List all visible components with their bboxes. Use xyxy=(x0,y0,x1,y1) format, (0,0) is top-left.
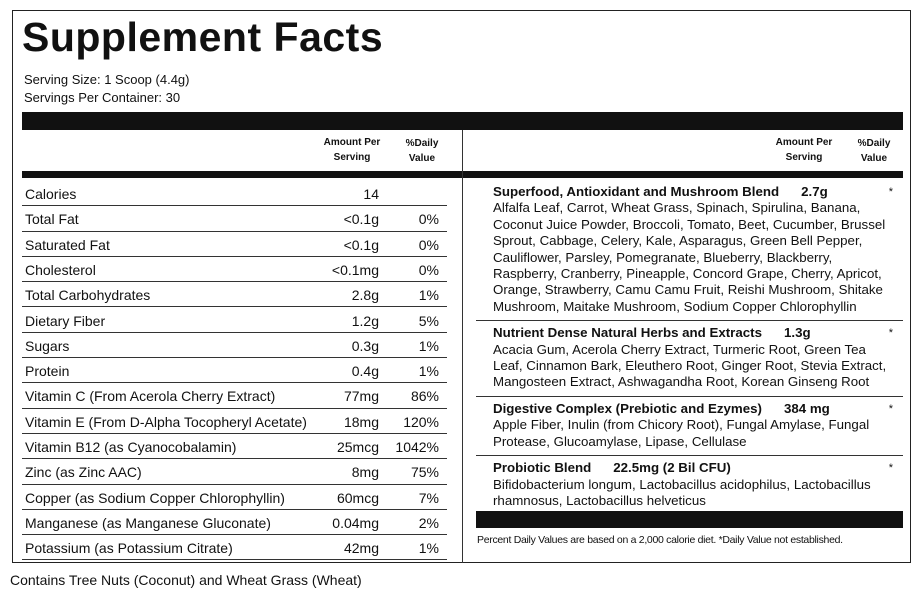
nutrient-amount: 14 xyxy=(363,186,379,202)
footnote: Percent Daily Values are based on a 2,00… xyxy=(477,534,843,546)
column-header: %Daily Value xyxy=(857,138,891,164)
blend-name: Digestive Complex (Prebiotic and Ezymes) xyxy=(493,400,762,416)
column-header: %Daily Value xyxy=(405,138,439,164)
nutrient-dv: 1% xyxy=(418,540,439,557)
nutrient-amount: 18mg xyxy=(343,413,379,430)
nutrient-dv: 0% xyxy=(418,211,439,228)
nutrient-dv: 75% xyxy=(410,464,439,481)
column-header: Amount Per Serving xyxy=(323,137,381,163)
nutrient-amount: 0.3g xyxy=(351,337,379,354)
nutrient-row: Total Fat <0.1g 0% xyxy=(22,206,447,232)
nutrient-dv: 1042% xyxy=(395,439,439,455)
blend-header: Nutrient Dense Natural Herbs and Extract… xyxy=(493,325,887,341)
allergen-statement: Contains Tree Nuts (Coconut) and Wheat G… xyxy=(10,572,362,588)
blend-ingredients: Alfalfa Leaf, Carrot, Wheat Grass, Spina… xyxy=(493,200,886,314)
nutrient-amount: 8mg xyxy=(351,464,379,481)
nutrient-row: Vitamin B12 (as Cyanocobalamin) 25mcg 1042… xyxy=(22,434,447,460)
nutrient-name: Vitamin E (From D-Alpha Tocopheryl Aceta… xyxy=(25,413,307,430)
nutrient-name: Vitamin C (From Acerola Cherry Extract) xyxy=(25,388,276,405)
nutrient-row: Protein 0.4g 1% xyxy=(22,358,447,384)
blend-dv: * xyxy=(888,462,893,475)
nutrient-row: Dietary Fiber 1.2g 5% xyxy=(22,308,447,333)
nutrient-amount: <0.1g xyxy=(343,236,379,253)
nutrient-amount: 2.8g xyxy=(351,287,379,304)
nutrient-dv: 5% xyxy=(418,312,439,329)
nutrient-dv: 7% xyxy=(418,489,439,506)
nutrient-dv: 120% xyxy=(403,413,439,430)
nutrient-dv: 86% xyxy=(410,388,439,405)
nutrient-name: Calories xyxy=(25,186,77,202)
blend-header: Digestive Complex (Prebiotic and Ezymes)… xyxy=(493,401,887,417)
footer-bar xyxy=(476,511,903,528)
blend-table: Superfood, Antioxidant and Mushroom Blen… xyxy=(476,180,903,516)
nutrient-dv: 0% xyxy=(418,236,439,253)
column-divider xyxy=(462,130,463,563)
nutrient-name: Zinc (as Zinc AAC) xyxy=(25,464,142,481)
nutrient-amount: 25mcg xyxy=(336,439,379,455)
nutrient-name: Cholesterol xyxy=(25,261,96,278)
nutrient-row: Vitamin E (From D-Alpha Tocopheryl Aceta… xyxy=(22,409,447,434)
blend-dv: * xyxy=(888,327,893,340)
nutrient-name: Protein xyxy=(25,363,70,380)
blend-header: Superfood, Antioxidant and Mushroom Blen… xyxy=(493,184,887,200)
nutrient-dv: 2% xyxy=(418,514,439,531)
nutrient-amount: 0.04mg xyxy=(332,514,379,531)
serving-size: Serving Size: 1 Scoop (4.4g) xyxy=(24,72,190,87)
nutrient-name: Dietary Fiber xyxy=(25,312,106,329)
nutrient-amount: 42mg xyxy=(343,540,379,557)
blend-amount: 384 mg xyxy=(783,400,830,416)
blend-amount: 2.7g xyxy=(801,184,828,199)
blend: Nutrient Dense Natural Herbs and Extract… xyxy=(476,321,903,397)
blend-ingredients: Apple Fiber, Inulin (from Chicory Root),… xyxy=(493,417,870,449)
nutrient-row: Vitamin C (From Acerola Cherry Extract) 7… xyxy=(22,383,447,409)
nutrient-row: Cholesterol <0.1mg 0% xyxy=(22,257,447,283)
nutrient-row: Calories 14 xyxy=(22,181,447,207)
blend: Probiotic Blend 22.5mg (2 Bil CFU) * Bifido… xyxy=(476,456,903,516)
title: Supplement Facts xyxy=(22,14,384,60)
blend-name: Superfood, Antioxidant and Mushroom Blen… xyxy=(493,184,780,199)
blend-dv: * xyxy=(888,402,893,415)
blend: Digestive Complex (Prebiotic and Ezymes)… xyxy=(476,397,903,457)
nutrient-name: Vitamin B12 (as Cyanocobalamin) xyxy=(25,439,237,455)
nutrient-row: Saturated Fat <0.1g 0% xyxy=(22,232,447,257)
nutrient-name: Copper (as Sodium Copper Chlorophyllin) xyxy=(25,489,285,506)
blend-ingredients: Acacia Gum, Acerola Cherry Extract, Turm… xyxy=(493,341,887,390)
blend-amount: 1.3g xyxy=(783,325,811,341)
nutrient-name: Manganese (as Manganese Gluconate) xyxy=(25,514,271,531)
blend-amount: 22.5mg (2 Bil CFU) xyxy=(613,460,731,476)
nutrient-name: Total Fat xyxy=(25,211,79,228)
servings-per-container: Servings Per Container: 30 xyxy=(24,90,181,105)
nutrient-dv: 1% xyxy=(418,337,439,354)
blend-name: Probiotic Blend xyxy=(493,460,592,476)
nutrient-name: Potassium (as Potassium Citrate) xyxy=(25,540,233,557)
nutrient-dv: 1% xyxy=(418,287,439,304)
nutrient-dv: 0% xyxy=(418,261,439,278)
nutrient-row: Copper (as Sodium Copper Chlorophyllin) 6… xyxy=(22,485,447,510)
nutrient-name: Sugars xyxy=(25,337,70,354)
label-border xyxy=(12,10,911,563)
nutrient-amount: <0.1mg xyxy=(331,261,379,278)
header-bar xyxy=(22,112,903,130)
nutrient-amount: 1.2g xyxy=(351,312,379,329)
nutrient-row: Total Carbohydrates 2.8g 1% xyxy=(22,282,447,308)
blend-ingredients: Bifidobacterium longum, Lactobacillus ac… xyxy=(493,476,871,508)
nutrient-dv: 1% xyxy=(418,363,439,380)
nutrient-row: Zinc (as Zinc AAC) 8mg 75% xyxy=(22,459,447,485)
column-header: Amount Per Serving xyxy=(775,137,833,163)
blend-dv: * xyxy=(888,186,893,198)
nutrient-row: Sugars 0.3g 1% xyxy=(22,333,447,359)
nutrient-row: Manganese (as Manganese Gluconate) 0.04mg… xyxy=(22,510,447,536)
blend-name: Nutrient Dense Natural Herbs and Extract… xyxy=(493,325,762,341)
nutrient-name: Saturated Fat xyxy=(25,236,110,253)
nutrient-name: Total Carbohydrates xyxy=(25,287,151,304)
blend: Superfood, Antioxidant and Mushroom Blen… xyxy=(476,180,903,322)
blend-header: Probiotic Blend 22.5mg (2 Bil CFU) xyxy=(493,460,887,476)
nutrient-amount: 77mg xyxy=(343,388,379,405)
nutrient-amount: 60mcg xyxy=(336,489,379,506)
nutrient-amount: 0.4g xyxy=(351,363,379,380)
nutrient-amount: <0.1g xyxy=(343,211,379,228)
nutrient-row: Potassium (as Potassium Citrate) 42mg 1% xyxy=(22,535,447,561)
